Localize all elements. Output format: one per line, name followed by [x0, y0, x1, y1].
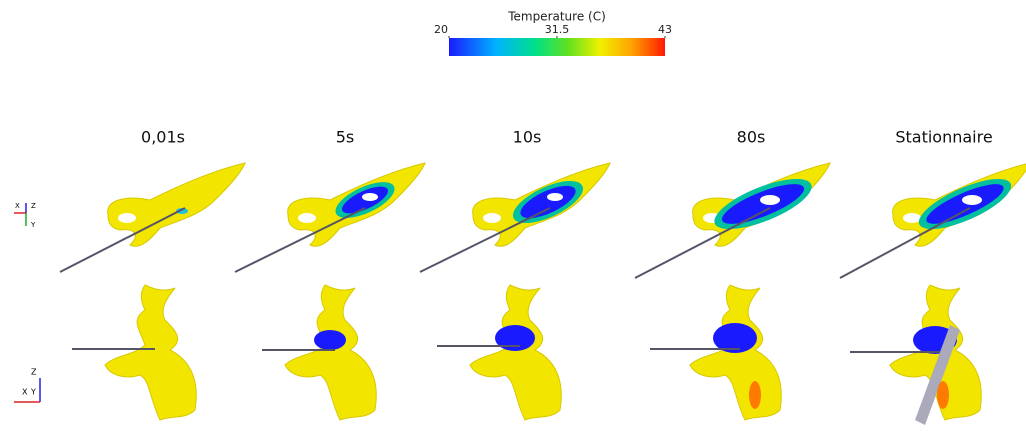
- frame: [234, 162, 426, 421]
- colorbar-tick-label: 31.5: [545, 23, 570, 36]
- triad-label: Z: [31, 368, 37, 377]
- column-label: 10s: [513, 128, 542, 147]
- frame: [59, 162, 246, 421]
- colorbar-title: Temperature (C): [507, 10, 606, 24]
- column-label: 5s: [336, 128, 355, 147]
- column-label: Stationnaire: [895, 128, 992, 147]
- colorbar-ticks: 20 31.5 43: [434, 23, 672, 38]
- axis-triad: Z X Y: [14, 368, 41, 403]
- column-label: 0,01s: [141, 128, 185, 147]
- triad-label: X: [22, 388, 28, 397]
- frame: [839, 162, 1026, 425]
- frame: [634, 162, 831, 421]
- triad-label: Y: [30, 388, 36, 397]
- axis-triad: X Z Y: [14, 202, 36, 229]
- colorbar-tick-label: 43: [658, 23, 672, 36]
- frame: [419, 162, 611, 421]
- triad-label: Y: [30, 221, 36, 229]
- triad-label: X: [15, 202, 20, 210]
- simulation-images: [59, 162, 1026, 425]
- colorbar-tick-label: 20: [434, 23, 448, 36]
- colorbar: [449, 38, 665, 56]
- column-labels: 0,01s 5s 10s 80s Stationnaire: [141, 128, 993, 147]
- triad-label: Z: [31, 202, 36, 210]
- column-label: 80s: [737, 128, 766, 147]
